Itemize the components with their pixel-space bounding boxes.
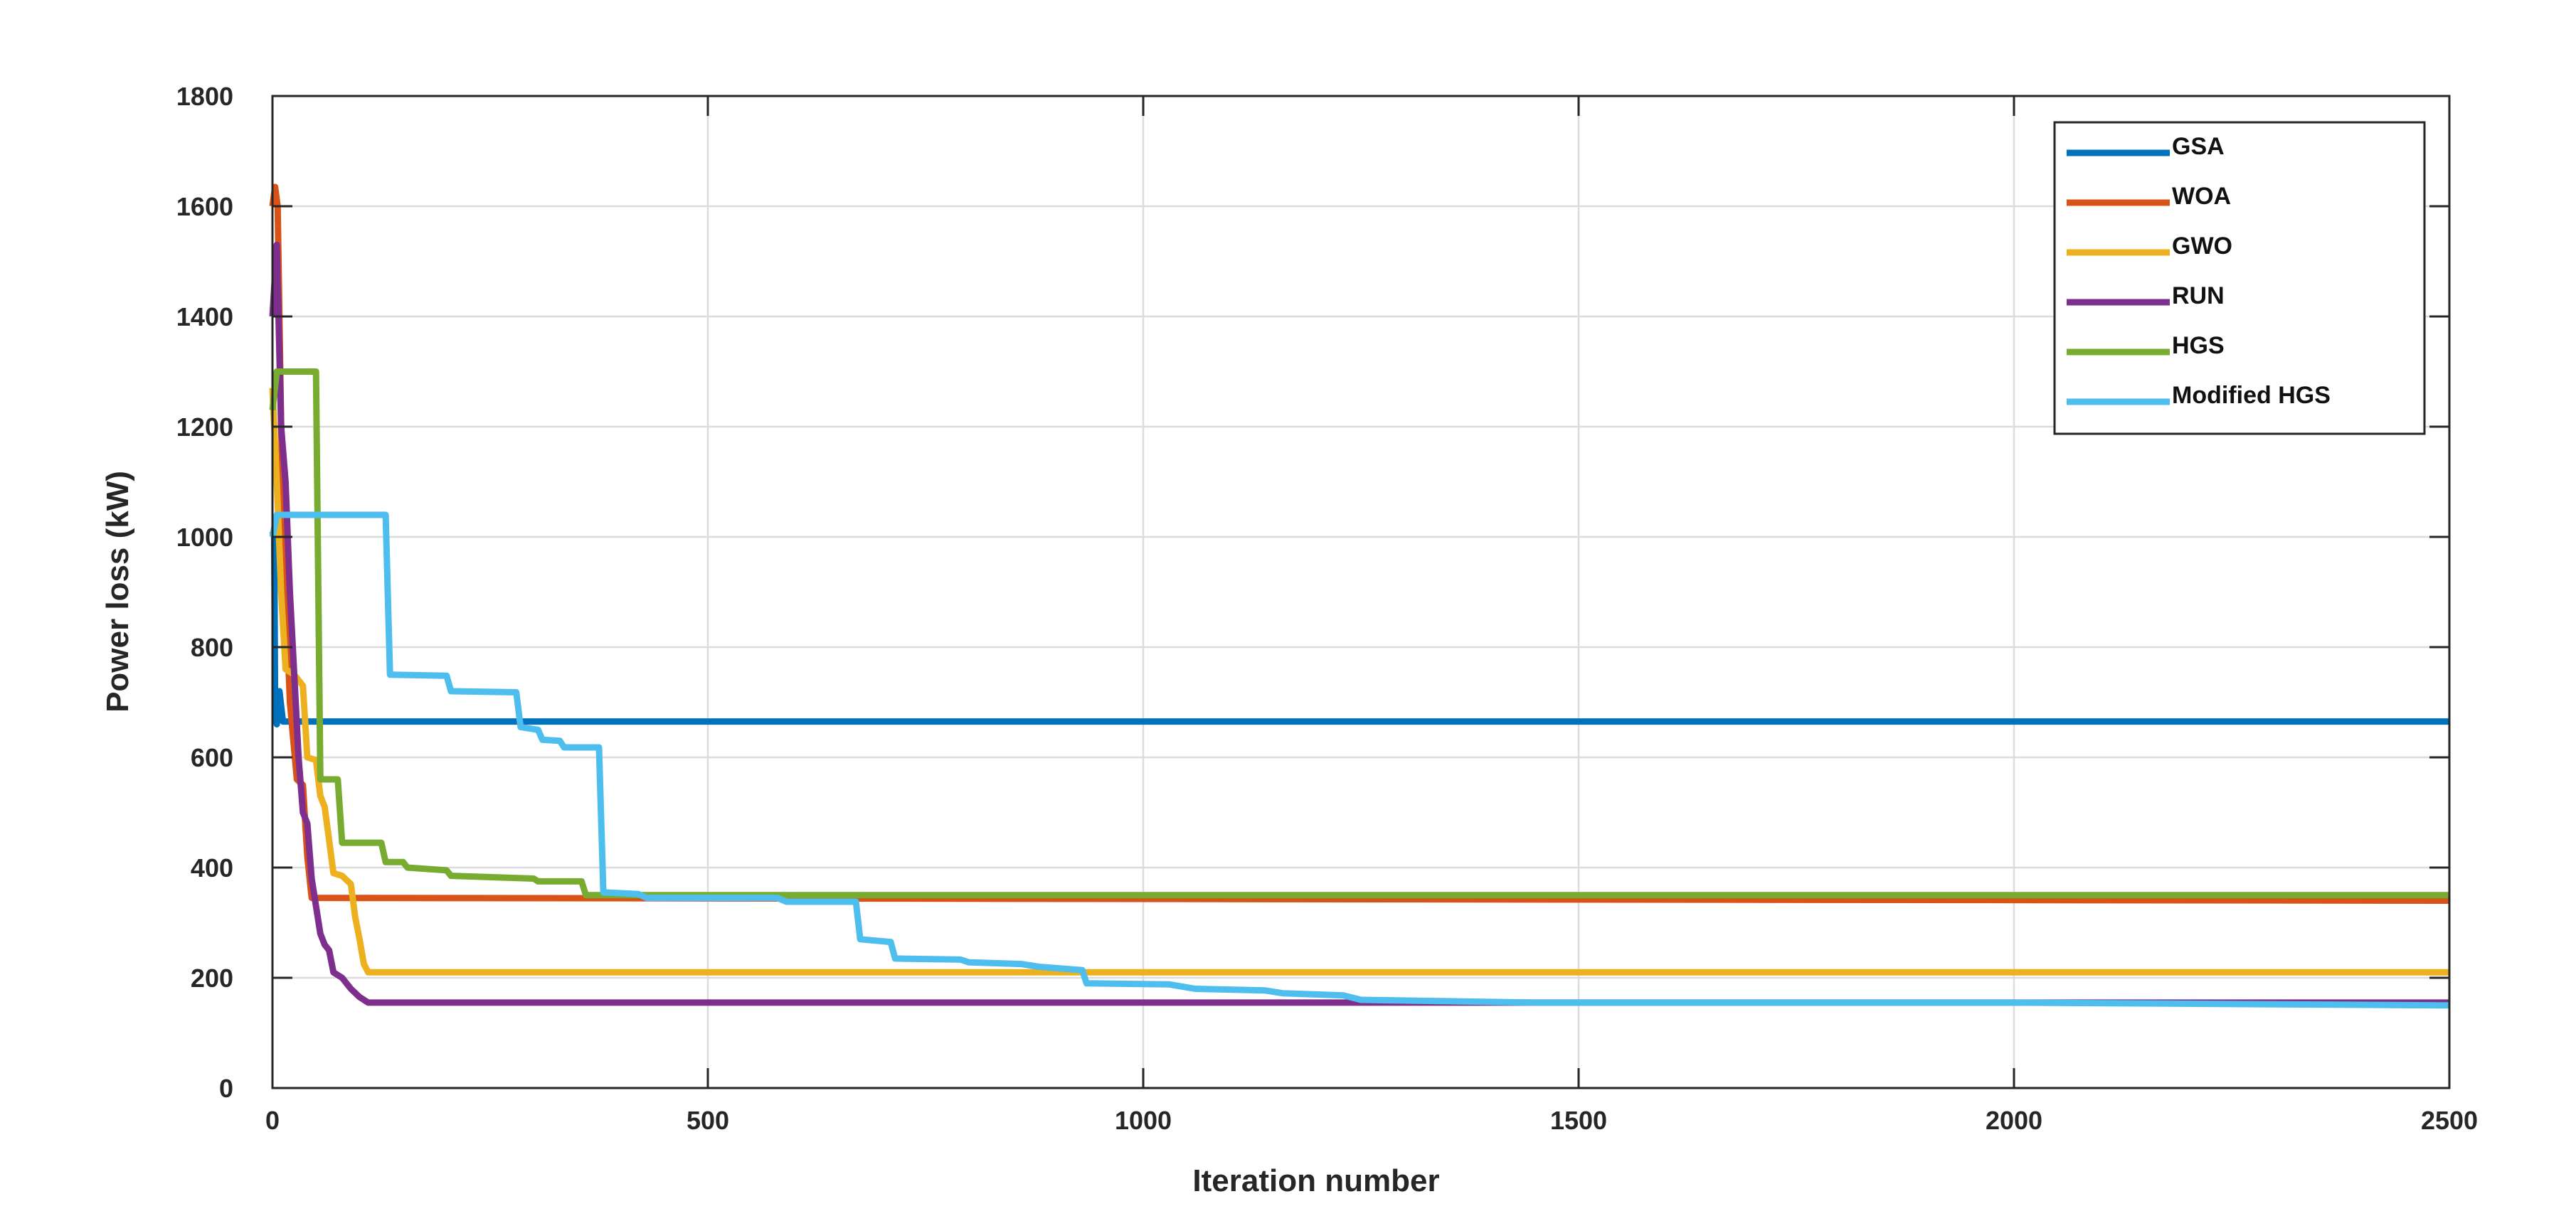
series-line-run [269, 241, 2449, 1006]
x-axis-title: Iteration number [1192, 1163, 1439, 1198]
y-tick-label: 1600 [176, 192, 233, 221]
x-tick-label: 1000 [1115, 1106, 1172, 1135]
legend-label-gwo: GWO [2172, 233, 2232, 260]
x-tick-label: 0 [265, 1106, 280, 1135]
y-tick-label: 1200 [176, 412, 233, 442]
y-tick-label: 0 [219, 1074, 233, 1103]
y-tick-label: 200 [191, 964, 233, 993]
series-line-gwo [269, 388, 2449, 976]
legend-label-gsa: GSA [2172, 133, 2225, 160]
axes-frame [271, 95, 2451, 1089]
x-tick-label: 2500 [2421, 1106, 2478, 1135]
y-tick-label: 1400 [176, 302, 233, 331]
y-tick-label: 1000 [176, 523, 233, 552]
y-axis-title: Power loss (kW) [100, 471, 135, 713]
y-tick-label: 600 [191, 743, 233, 772]
grid-lines [272, 96, 2449, 1088]
y-tick-label: 400 [191, 853, 233, 883]
x-tick-label: 500 [687, 1106, 729, 1135]
y-tick-label: 1800 [176, 82, 233, 111]
legend-label-woa: WOA [2172, 183, 2231, 210]
x-tick-label: 1500 [1550, 1106, 1607, 1135]
x-tick-label: 2000 [1986, 1106, 2042, 1135]
legend-box [2053, 121, 2426, 435]
legend: GSA WOA GWO RUN HGS Modified HGS [2053, 121, 2426, 435]
y-tick-label: 800 [191, 633, 233, 662]
legend-label-modified-hgs: Modified HGS [2172, 382, 2331, 409]
axis-ticks [271, 95, 2451, 1089]
series-line-modified-hgs [269, 511, 2450, 1009]
x-tick-labels: 0 500 1000 1500 2000 2500 [265, 1106, 2478, 1135]
legend-label-hgs: HGS [2172, 332, 2225, 359]
legend-label-run: RUN [2172, 282, 2225, 309]
series-line-hgs [269, 368, 2449, 899]
y-tick-labels: 0 200 400 600 800 1000 1200 1400 1600 1800 [176, 82, 233, 1103]
